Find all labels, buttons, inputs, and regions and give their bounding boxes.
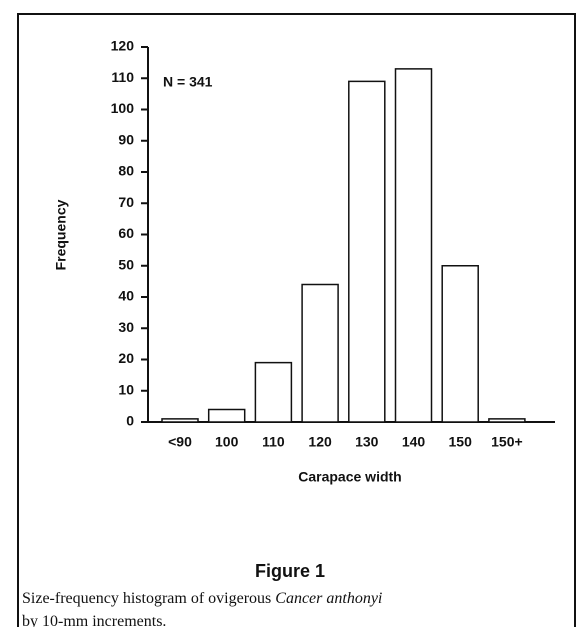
x-tick-label: <90: [168, 434, 192, 450]
annotation: N = 341: [163, 74, 213, 90]
y-tick-label: 120: [111, 38, 135, 54]
y-tick-label: 110: [111, 69, 134, 85]
caption-line: Size-frequency histogram of ovigerous Ca…: [22, 590, 382, 607]
y-tick-label: 70: [118, 194, 134, 210]
bar: [207, 408, 246, 423]
caption-text: Size-frequency histogram of ovigerous: [22, 590, 275, 607]
bar: [301, 283, 339, 423]
x-tick-label: 110: [262, 434, 285, 450]
x-tick-label: 120: [308, 434, 332, 450]
y-tick-label: 100: [111, 100, 135, 116]
y-tick-label: 60: [118, 225, 134, 241]
bar: [441, 265, 479, 423]
bar: [394, 68, 433, 423]
y-tick-label: 40: [118, 288, 134, 304]
y-tick-label: 80: [118, 163, 134, 179]
x-tick-label: 150+: [491, 434, 523, 450]
caption-line: by 10-mm increments.: [22, 613, 166, 627]
bar: [348, 80, 386, 423]
x-axis-label: Carapace width: [298, 469, 401, 485]
y-tick-label: 50: [118, 256, 134, 272]
bar: [161, 418, 199, 423]
y-axis-label: Frequency: [53, 199, 69, 270]
y-tick-label: 10: [118, 381, 134, 397]
x-tick-label: 130: [355, 434, 379, 450]
y-tick-label: 30: [118, 319, 134, 335]
caption-species: Cancer anthonyi: [275, 590, 382, 607]
x-tick-label: 150: [449, 434, 473, 450]
x-tick-label: 140: [402, 434, 426, 450]
bar: [254, 361, 293, 423]
x-tick-label: 100: [215, 434, 239, 450]
y-tick-label: 0: [126, 413, 134, 429]
figure-border: [17, 13, 576, 627]
y-tick-label: 20: [118, 350, 134, 366]
y-tick-label: 90: [118, 131, 134, 147]
figure-label: Figure 1: [255, 561, 325, 581]
bar: [488, 418, 526, 423]
